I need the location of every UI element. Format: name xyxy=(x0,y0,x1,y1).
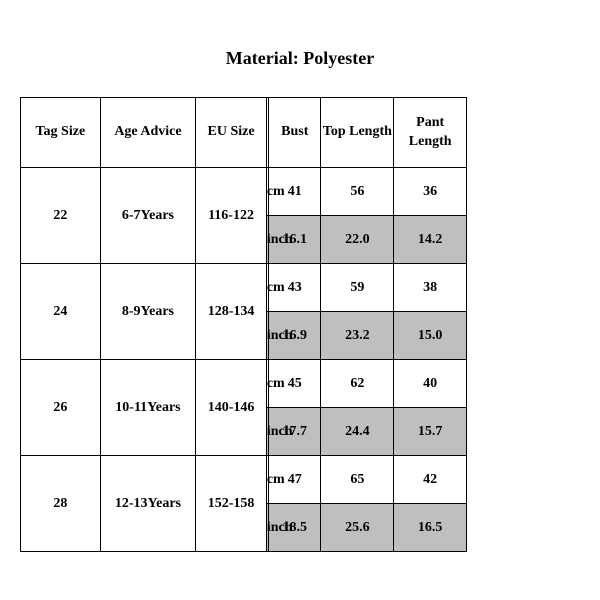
col-pant-length: Pant Length xyxy=(394,98,467,168)
cell-top-length: 25.6 xyxy=(321,504,394,552)
cell-age-advice: 12-13Years xyxy=(100,456,196,552)
cell-tag-size: 28 xyxy=(21,456,101,552)
material-title: Material: Polyester xyxy=(0,0,600,97)
cell-age-advice: 10-11Years xyxy=(100,360,196,456)
cell-top-length: 23.2 xyxy=(321,312,394,360)
cell-pant-length: 16.5 xyxy=(394,504,467,552)
cell-pant-length: 40 xyxy=(394,360,467,408)
cell-eu-size: 128-134 xyxy=(196,264,267,360)
header-row: Tag Size Age Advice EU Size Bust Top Len… xyxy=(21,98,540,168)
cell-eu-size: 116-122 xyxy=(196,168,267,264)
cell-age-advice: 6-7Years xyxy=(100,168,196,264)
table-row: 26 10-11Years 140-146 cm 45 62 40 xyxy=(21,360,540,408)
col-eu-size: EU Size xyxy=(196,98,267,168)
table-row: 24 8-9Years 128-134 cm 43 59 38 xyxy=(21,264,540,312)
col-bust: Bust xyxy=(269,98,321,168)
cell-top-length: 59 xyxy=(321,264,394,312)
cell-eu-size: 152-158 xyxy=(196,456,267,552)
cell-pant-length: 38 xyxy=(394,264,467,312)
cell-top-length: 65 xyxy=(321,456,394,504)
cell-pant-length: 42 xyxy=(394,456,467,504)
table-row: 28 12-13Years 152-158 cm 47 65 42 xyxy=(21,456,540,504)
col-age-advice: Age Advice xyxy=(100,98,196,168)
cell-tag-size: 22 xyxy=(21,168,101,264)
cell-pant-length: 14.2 xyxy=(394,216,467,264)
cell-top-length: 24.4 xyxy=(321,408,394,456)
table-row: 22 6-7Years 116-122 cm 41 56 36 xyxy=(21,168,540,216)
col-tag-size: Tag Size xyxy=(21,98,101,168)
cell-top-length: 22.0 xyxy=(321,216,394,264)
cell-tag-size: 26 xyxy=(21,360,101,456)
cell-pant-length: 36 xyxy=(394,168,467,216)
cell-tag-size: 24 xyxy=(21,264,101,360)
cell-pant-length: 15.0 xyxy=(394,312,467,360)
cell-top-length: 62 xyxy=(321,360,394,408)
size-table: Tag Size Age Advice EU Size Bust Top Len… xyxy=(20,97,540,552)
page-container: { "title": "Material: Polyester", "table… xyxy=(0,0,600,600)
col-top-length: Top Length xyxy=(321,98,394,168)
cell-eu-size: 140-146 xyxy=(196,360,267,456)
cell-top-length: 56 xyxy=(321,168,394,216)
cell-pant-length: 15.7 xyxy=(394,408,467,456)
cell-age-advice: 8-9Years xyxy=(100,264,196,360)
